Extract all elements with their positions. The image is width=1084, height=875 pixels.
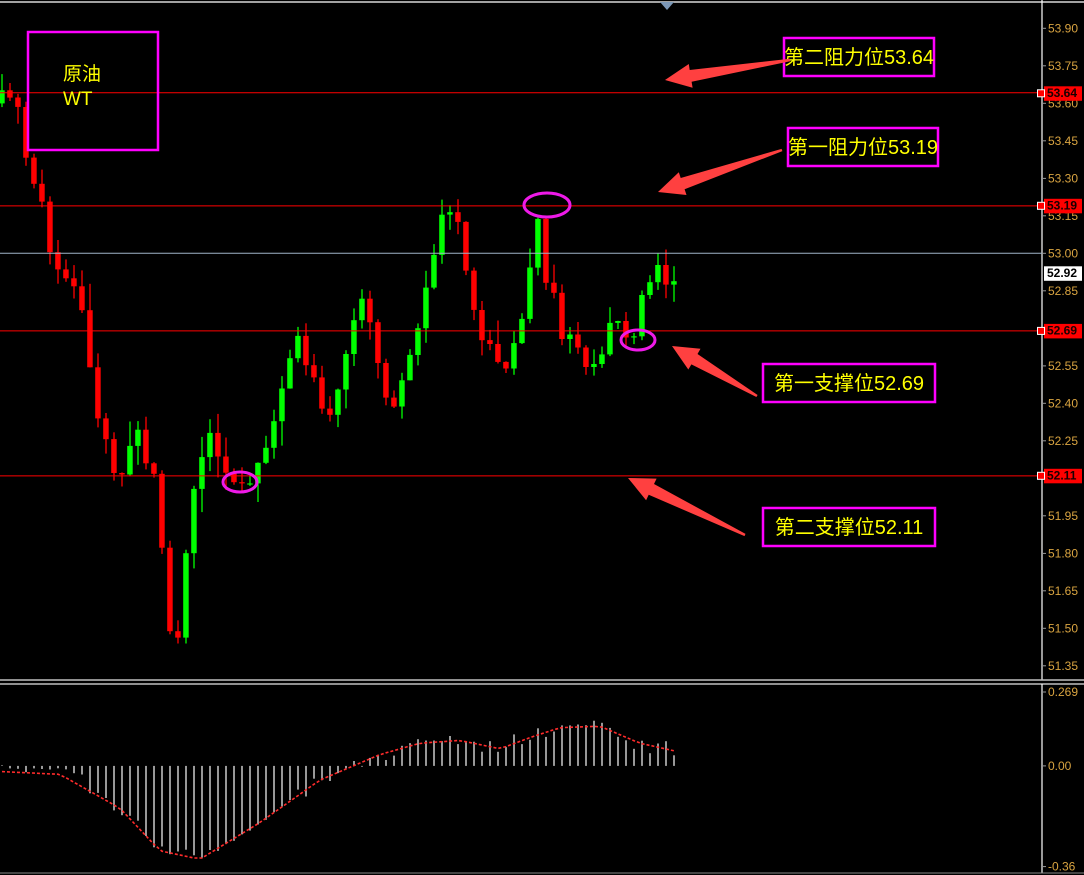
svg-text:0.269: 0.269	[1048, 685, 1078, 699]
svg-text:0.00: 0.00	[1048, 759, 1072, 773]
svg-text:52.85: 52.85	[1048, 284, 1078, 298]
svg-text:51.65: 51.65	[1048, 584, 1078, 598]
svg-text:原油: 原油	[63, 63, 101, 85]
svg-text:51.35: 51.35	[1048, 659, 1078, 673]
svg-text:52.92: 52.92	[1047, 266, 1077, 280]
svg-text:53.90: 53.90	[1048, 21, 1078, 35]
svg-text:53.19: 53.19	[1047, 199, 1077, 213]
svg-text:52.25: 52.25	[1048, 434, 1078, 448]
svg-text:52.11: 52.11	[1047, 469, 1077, 483]
svg-text:53.64: 53.64	[1047, 86, 1077, 100]
svg-text:52.69: 52.69	[1047, 324, 1077, 338]
svg-text:-0.36: -0.36	[1048, 860, 1076, 874]
svg-text:52.55: 52.55	[1048, 359, 1078, 373]
svg-text:第一阻力位53.19: 第一阻力位53.19	[788, 136, 938, 159]
svg-text:53.30: 53.30	[1048, 171, 1078, 185]
svg-text:第一支撑位52.69: 第一支撑位52.69	[774, 372, 924, 395]
svg-text:第二支撑位52.11: 第二支撑位52.11	[775, 516, 924, 539]
svg-text:53.45: 53.45	[1048, 134, 1078, 148]
svg-text:WT: WT	[63, 89, 93, 110]
svg-text:51.80: 51.80	[1048, 546, 1078, 560]
svg-text:53.00: 53.00	[1048, 246, 1078, 260]
svg-text:51.95: 51.95	[1048, 509, 1078, 523]
svg-text:52.40: 52.40	[1048, 396, 1078, 410]
svg-text:第二阻力位53.64: 第二阻力位53.64	[784, 46, 934, 69]
svg-text:51.50: 51.50	[1048, 621, 1078, 635]
svg-text:53.75: 53.75	[1048, 59, 1078, 73]
